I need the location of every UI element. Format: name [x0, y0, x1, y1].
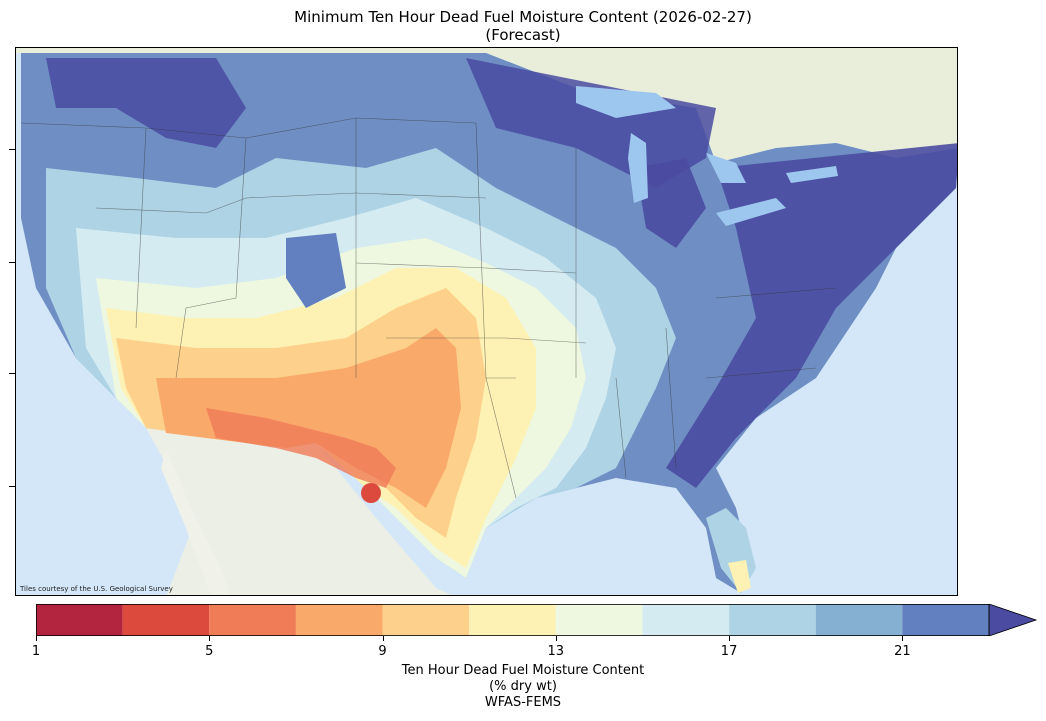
region-3-5-spot — [361, 483, 381, 503]
fuel-moisture-map — [16, 48, 957, 595]
moist-rockies — [286, 233, 346, 308]
colorbar-bin — [729, 604, 816, 636]
y-axis-tick — [9, 486, 15, 487]
colorbar-outline — [36, 604, 990, 636]
figure-title-line2: (Forecast) — [485, 26, 561, 44]
moist-east-coast — [666, 143, 957, 488]
colorbar-tick-label: 17 — [720, 644, 738, 659]
colorbar-tick-label: 13 — [547, 644, 565, 659]
y-axis-tick — [9, 262, 15, 263]
moist-michigan — [636, 158, 706, 248]
colorbar-title-line1: Ten Hour Dead Fuel Moisture Content — [401, 663, 645, 678]
map-attribution: Tiles courtesy of the U.S. Geological Su… — [20, 585, 173, 593]
colorbar-bin — [382, 604, 470, 636]
colorbar-tick-label: 5 — [205, 644, 214, 659]
y-axis-tick — [9, 373, 15, 374]
figure-title-line1: Minimum Ten Hour Dead Fuel Moisture Cont… — [294, 8, 752, 26]
colorbar-bin — [36, 604, 123, 636]
lake-erie — [716, 198, 786, 226]
moist-northwest — [46, 58, 246, 148]
colorbar-tick-label: 21 — [894, 644, 911, 659]
state-borders — [20, 117, 837, 499]
colorbar-bin — [642, 604, 730, 636]
colorbar-bin — [555, 604, 643, 636]
colorbar-bin — [815, 604, 903, 636]
lake-michigan — [628, 133, 648, 203]
colorbar-bin — [295, 604, 383, 636]
moist-great-lakes — [466, 58, 716, 188]
colorbar-title-line3: WFAS-FEMS — [484, 695, 562, 710]
lake-superior — [576, 86, 676, 118]
colorbar-tick — [555, 636, 557, 641]
colorbar-bin — [209, 604, 296, 636]
colorbar-bin — [122, 604, 210, 636]
colorbar-tick — [729, 636, 731, 641]
colorbar-tick — [382, 636, 384, 641]
colorbar-tick — [209, 636, 211, 641]
colorbar-title-line2: (% dry wt) — [489, 679, 557, 694]
lake-huron — [706, 153, 746, 183]
colorbar-bin — [469, 604, 556, 636]
colorbar — [36, 604, 1038, 636]
y-axis-tick — [9, 149, 15, 150]
colorbar-tick-label: 1 — [31, 644, 41, 659]
colorbar-tick-label: 9 — [378, 644, 387, 659]
canada-land — [16, 48, 957, 163]
mexico-land — [146, 428, 452, 595]
florida-south-tip — [728, 560, 751, 593]
colorbar-bin — [902, 604, 989, 636]
region-5-7 — [206, 408, 396, 488]
colorbar-tick — [36, 636, 37, 641]
colorbar-tick — [902, 636, 904, 641]
lake-ontario — [786, 166, 838, 183]
map-panel: Tiles courtesy of the U.S. Geological Su… — [15, 47, 958, 596]
colorbar-extend-arrow — [988, 604, 1038, 636]
baja-land — [161, 448, 231, 595]
